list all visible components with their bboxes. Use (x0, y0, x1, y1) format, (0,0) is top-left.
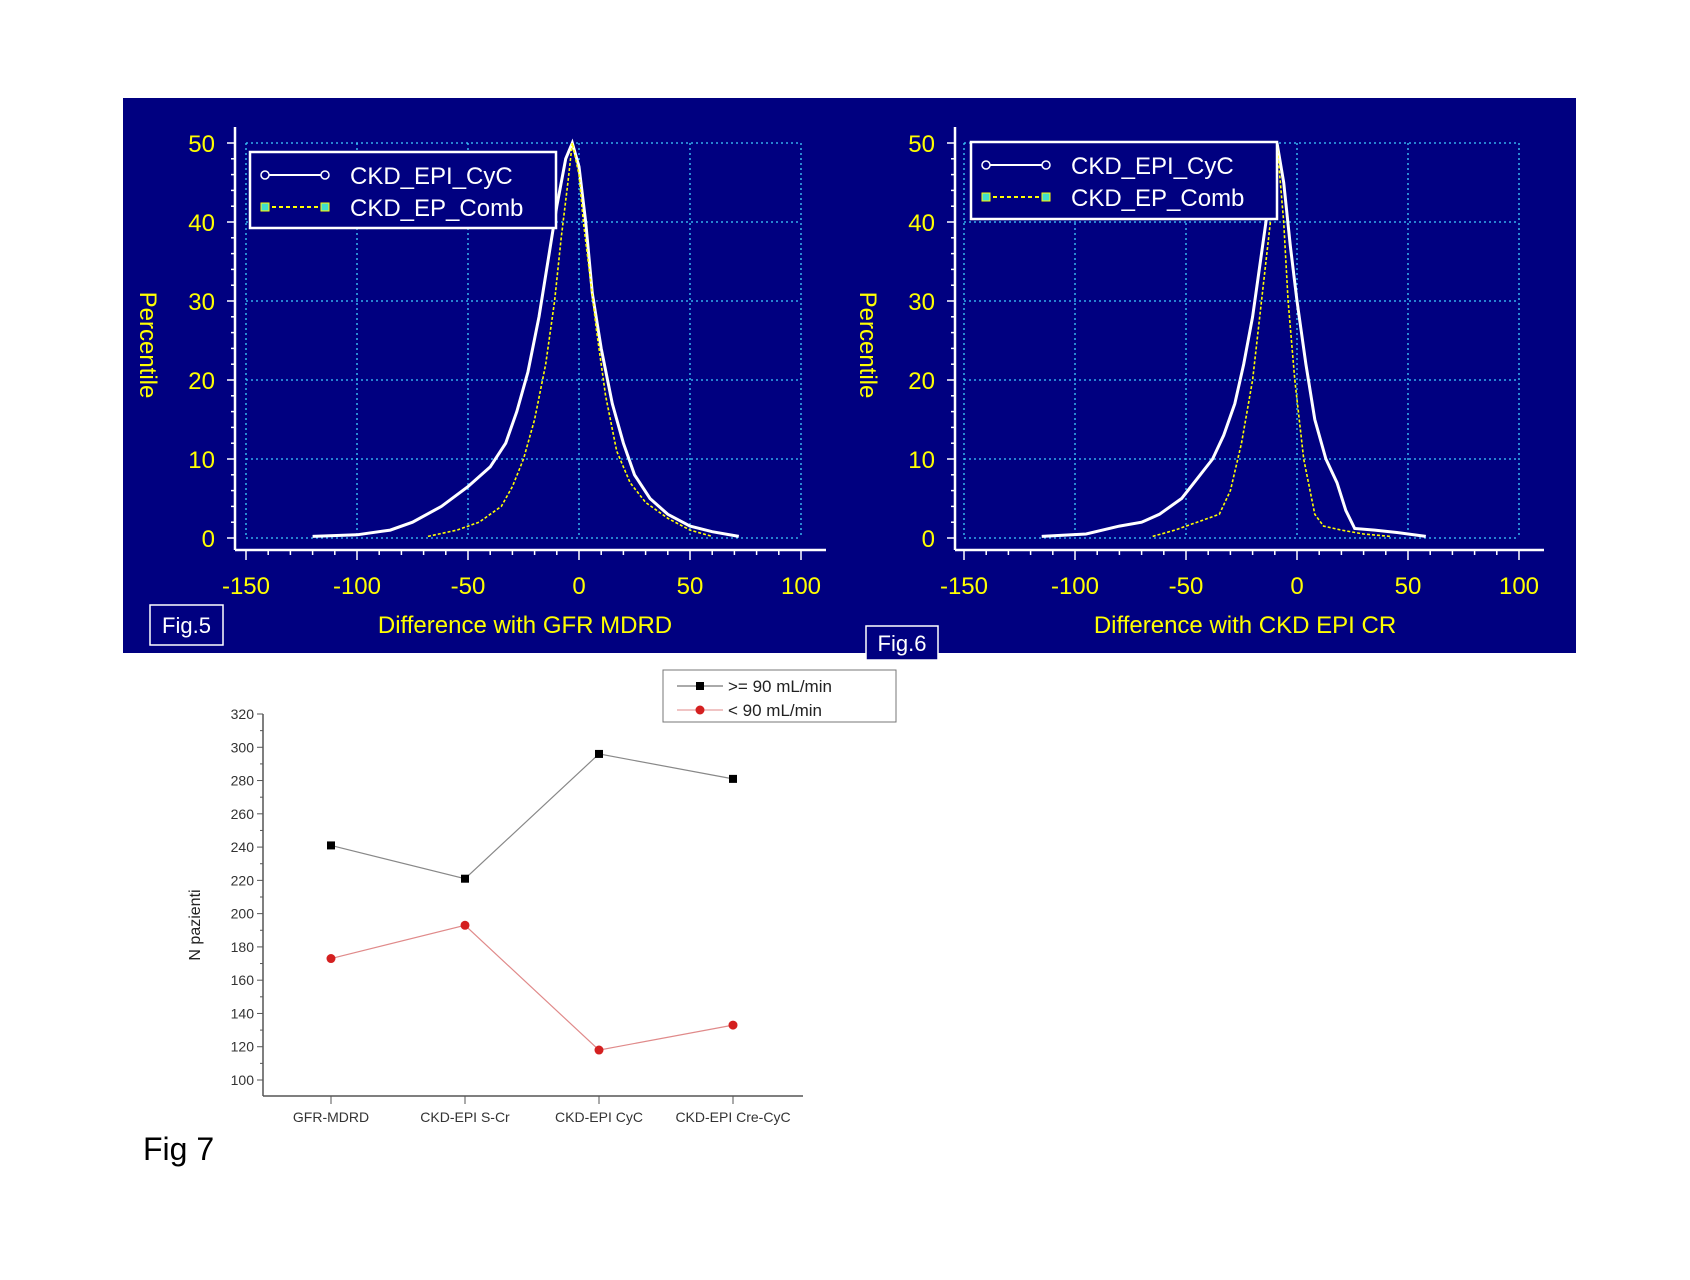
fig7-series-line-0 (330, 753, 734, 880)
fig6-figure-label: Fig.6 (878, 631, 927, 656)
fig5-y-tick-label: 40 (188, 210, 215, 237)
fig7-y-tick-label: 260 (231, 806, 255, 822)
fig7-point-1 (326, 954, 336, 964)
fig7-point-1 (594, 1045, 604, 1055)
fig5-legend-marker (320, 202, 330, 212)
fig5-legend-marker (260, 170, 270, 180)
fig5-x-tick-label: 50 (677, 573, 704, 600)
fig7-y-tick-label: 240 (231, 839, 255, 855)
fig5-y-tick-label: 50 (188, 131, 215, 158)
fig5-figure-label-box (149, 604, 224, 646)
fig7-x-tick-label: CKD-EPI CyC (555, 1109, 643, 1125)
fig7-y-tick-label: 320 (231, 706, 255, 722)
fig6-legend-marker (981, 160, 991, 170)
fig5-series-line-1 (427, 142, 713, 538)
fig6-x-tick-label: 50 (1395, 573, 1422, 600)
fig7-y-tick-label: 180 (231, 939, 255, 955)
fig6-y-tick-label: 20 (908, 368, 935, 395)
fig6-y-tick-label: 40 (908, 210, 935, 237)
fig7-legend-label-0: >= 90 mL/min (728, 677, 832, 696)
fig7-legend-marker (696, 682, 704, 690)
fig7-label: Fig 7 (143, 1131, 215, 1167)
fig5-legend-box (248, 150, 558, 230)
fig7-y-tick-label: 280 (231, 773, 255, 789)
fig6-y-tick-label: 30 (908, 289, 935, 316)
fig6-figure-label-box (865, 625, 939, 661)
fig6-x-tick-label: -150 (940, 573, 988, 600)
fig7-point-1 (728, 1020, 738, 1030)
fig5-x-tick-label: -50 (451, 573, 486, 600)
fig6-legend-marker (1041, 160, 1051, 170)
fig5-x-tick-label: -150 (222, 573, 270, 600)
fig6-legend-marker (1041, 192, 1051, 202)
fig6-x-tick-label: -50 (1169, 573, 1204, 600)
fig5-y-tick-label: 10 (188, 447, 215, 474)
fig5-legend-label-0: CKD_EPI_CyC (350, 163, 513, 190)
fig6-x-tick-label: 100 (1499, 573, 1539, 600)
fig7-x-tick-label: CKD-EPI Cre-CyC (675, 1109, 790, 1125)
fig7-point-1 (460, 920, 470, 930)
fig6-x-tick-label: -100 (1051, 573, 1099, 600)
fig5-legend-label-1: CKD_EP_Comb (350, 195, 523, 222)
fig5-legend-marker (320, 170, 330, 180)
fig7-point-0 (461, 874, 469, 883)
fig7-y-tick-label: 300 (231, 739, 255, 755)
fig7-y-tick-label: 120 (231, 1039, 255, 1055)
fig7-legend-marker (695, 705, 705, 715)
fig7-y-tick-label: 200 (231, 906, 255, 922)
fig7-x-tick-label: GFR-MDRD (293, 1109, 369, 1125)
fig6-legend-marker (981, 192, 991, 202)
fig5-y-tick-label: 20 (188, 368, 215, 395)
fig7-y-tick-label: 160 (231, 972, 255, 988)
fig5-legend-marker (260, 202, 270, 212)
fig6-y-axis-title: Percentile (854, 292, 881, 399)
fig6-legend-label-1: CKD_EP_Comb (1071, 185, 1244, 212)
fig7-point-0 (327, 841, 335, 850)
fig6-legend-box (969, 140, 1279, 221)
fig5-x-tick-label: 0 (572, 573, 585, 600)
fig7-y-tick-label: 100 (231, 1072, 255, 1088)
fig7-x-tick-label: CKD-EPI S-Cr (420, 1109, 510, 1125)
fig7-y-tick-label: 220 (231, 872, 255, 888)
fig5-x-tick-label: -100 (333, 573, 381, 600)
fig7-y-tick-label: 140 (231, 1005, 255, 1021)
fig6-y-tick-label: 50 (908, 131, 935, 158)
fig6-legend-label-0: CKD_EPI_CyC (1071, 153, 1234, 180)
fig5-y-tick-label: 0 (202, 526, 215, 553)
fig7-point-0 (595, 749, 603, 758)
fig6-y-tick-label: 0 (922, 526, 935, 553)
fig5-y-axis-title: Percentile (134, 292, 161, 399)
fig5-figure-label: Fig.5 (162, 613, 211, 638)
fig5-x-tick-label: 100 (781, 573, 821, 600)
fig6-x-axis-title: Difference with CKD EPI CR (1094, 612, 1396, 639)
fig7-series-line-1 (330, 924, 734, 1051)
fig7-point-0 (729, 774, 737, 783)
fig5-x-axis-title: Difference with GFR MDRD (378, 612, 672, 639)
fig7-y-axis-title: N pazienti (187, 889, 204, 960)
fig5-y-tick-label: 30 (188, 289, 215, 316)
fig6-x-tick-label: 0 (1290, 573, 1303, 600)
fig6-y-tick-label: 10 (908, 447, 935, 474)
fig7-legend-label-1: < 90 mL/min (728, 701, 822, 720)
fig5-series-line-0 (312, 138, 740, 538)
